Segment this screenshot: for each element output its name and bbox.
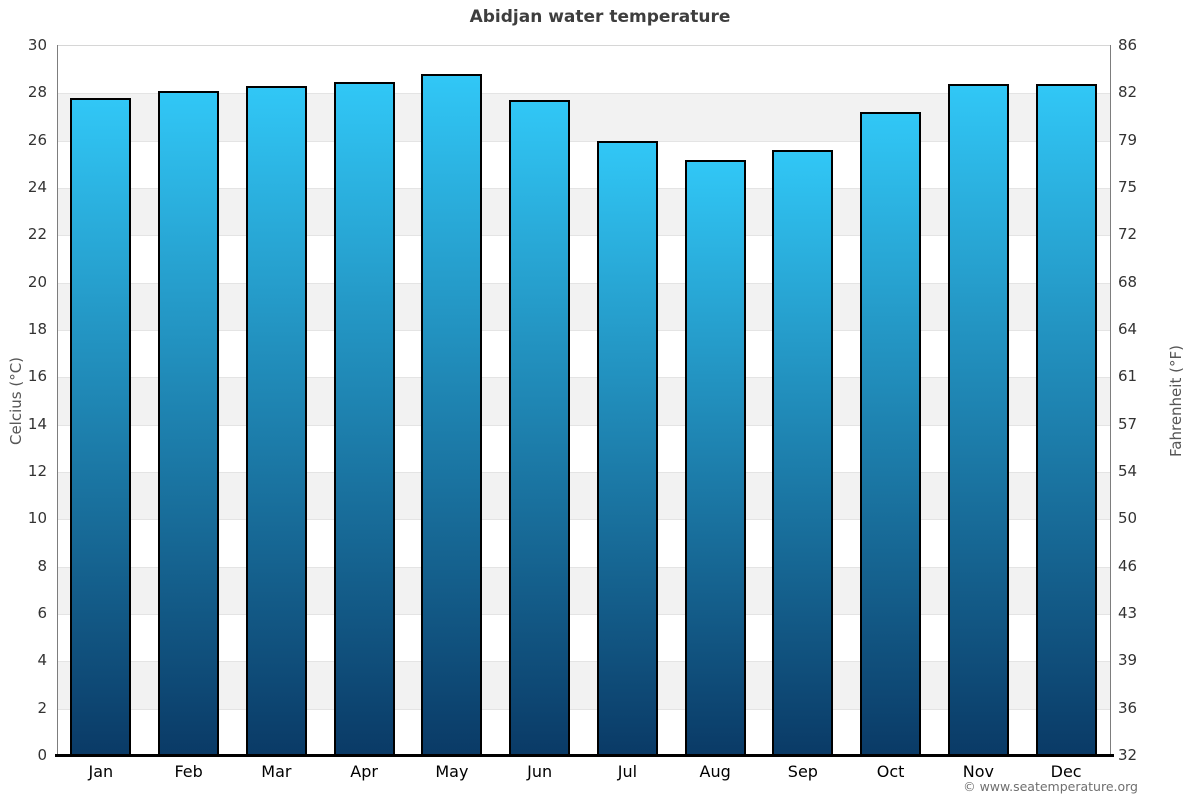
y-tick-label-celsius: 22 [27,225,47,244]
grid-band [57,472,1110,520]
bar-aug[interactable] [684,159,746,756]
y-axis-title-celsius: Celcius (°C) [7,356,25,446]
y-tick-label-celsius: 4 [37,651,47,670]
y-tick-label-celsius: 28 [27,83,47,102]
grid-band [57,614,1110,662]
y-axis-line-left [57,45,58,755]
gridline [57,708,1110,710]
y-tick-label-fahrenheit: 50 [1118,509,1138,528]
gridline [57,377,1110,379]
bar-dec[interactable] [1035,83,1097,756]
bar-jun[interactable] [509,100,571,756]
copyright-text: © www.seatemperature.org [963,779,1138,794]
chart-title: Abidjan water temperature [469,7,731,27]
y-tick-label-celsius: 30 [27,36,47,54]
x-tick-label-may: May [435,762,469,781]
y-tick-label-fahrenheit: 72 [1118,225,1138,244]
y-tick-label-celsius: 6 [37,604,47,622]
gridline [57,330,1110,331]
bar-jul[interactable] [596,140,658,756]
grid-band [57,519,1110,567]
bar-may[interactable] [421,74,483,756]
grid-band [57,330,1110,378]
y-tick-label-fahrenheit: 86 [1118,36,1138,54]
gridline [57,519,1110,521]
grid-band [57,424,1110,472]
grid-band [57,566,1110,614]
y-tick-label-fahrenheit: 79 [1118,130,1138,149]
x-tick-label-jun: Jun [527,762,553,781]
y-tick-label-celsius: 20 [27,272,47,291]
y-tick-label-celsius: 0 [37,746,47,764]
y-tick-label-celsius: 16 [27,367,47,386]
grid-band [57,708,1110,756]
grid-band [57,661,1110,709]
y-tick-label-celsius: 18 [27,320,47,338]
grid-band [57,93,1110,141]
bar-nov[interactable] [947,83,1009,756]
y-tick-label-fahrenheit: 57 [1118,414,1138,433]
bar-sep[interactable] [772,150,834,756]
y-tick-label-fahrenheit: 82 [1118,83,1138,102]
y-tick-label-fahrenheit: 36 [1118,698,1138,717]
x-tick-label-nov: Nov [962,762,994,781]
y-axis-line-right [1110,45,1111,755]
x-tick-label-jan: Jan [88,762,114,781]
bar-feb[interactable] [158,90,220,756]
y-tick-label-fahrenheit: 64 [1118,320,1138,338]
gridline [57,235,1110,237]
gridline [57,661,1110,663]
x-tick-label-aug: Aug [699,762,731,781]
y-tick-label-celsius: 8 [37,556,47,575]
gridline [57,472,1110,473]
y-axis-title-fahrenheit: Fahrenheit (°F) [1167,345,1185,457]
x-tick-label-mar: Mar [261,762,292,781]
bar-apr[interactable] [333,81,395,756]
y-tick-label-fahrenheit: 75 [1118,178,1138,196]
y-tick-label-celsius: 12 [27,462,47,480]
bar-mar[interactable] [245,86,307,756]
grid-band [57,46,1110,94]
y-tick-label-celsius: 2 [37,698,47,717]
grid-band [57,140,1110,188]
y-tick-label-fahrenheit: 39 [1118,651,1138,670]
bar-jan[interactable] [70,98,132,756]
y-tick-label-celsius: 10 [27,509,47,528]
bar-oct[interactable] [860,112,922,756]
gridline [57,93,1110,95]
x-axis-baseline [55,754,1114,757]
y-tick-label-fahrenheit: 46 [1118,556,1138,575]
grid-band [57,282,1110,330]
y-tick-label-fahrenheit: 68 [1118,272,1138,291]
y-tick-label-celsius: 14 [27,414,47,433]
x-tick-label-sep: Sep [787,762,818,781]
gridline [57,614,1110,615]
gridline [57,566,1110,568]
grid-band [57,377,1110,425]
x-tick-label-apr: Apr [350,762,378,781]
gridline [57,188,1110,189]
gridline [57,282,1110,284]
gridline [57,424,1110,426]
y-tick-label-fahrenheit: 43 [1118,604,1138,622]
y-tick-label-fahrenheit: 61 [1118,367,1138,386]
y-tick-label-fahrenheit: 54 [1118,462,1138,480]
grid-band [57,188,1110,236]
x-tick-label-dec: Dec [1050,762,1082,781]
y-tick-label-fahrenheit: 32 [1118,746,1138,764]
y-tick-label-celsius: 26 [27,130,47,149]
y-tick-label-celsius: 24 [27,178,47,196]
grid-band [57,235,1110,283]
x-tick-label-feb: Feb [174,762,203,781]
gridline [57,140,1110,142]
x-tick-label-oct: Oct [876,762,905,781]
plot-area [57,45,1110,756]
x-tick-label-jul: Jul [617,762,638,781]
